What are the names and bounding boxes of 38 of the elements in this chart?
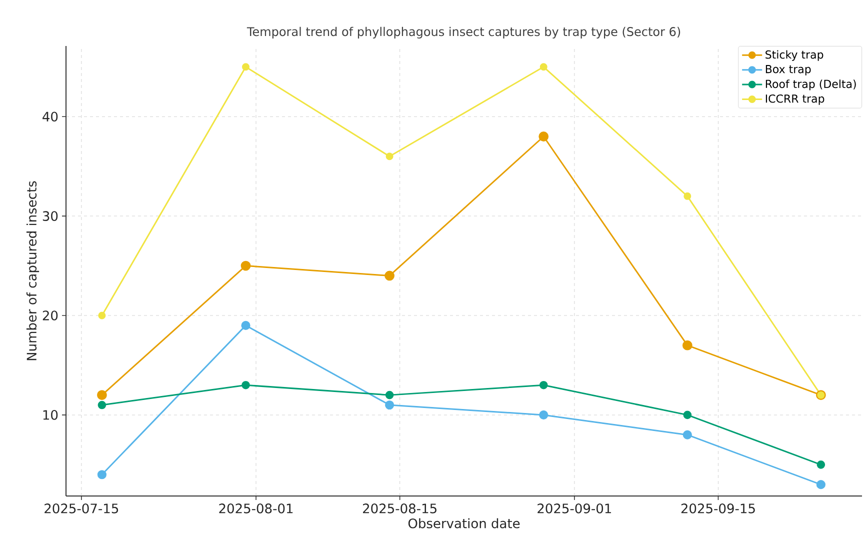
point (684, 192, 692, 200)
point (539, 410, 548, 420)
point (682, 340, 692, 350)
point (539, 380, 548, 390)
point (683, 410, 692, 420)
legend-label: Roof trap (Delta) (766, 80, 856, 90)
point (386, 152, 394, 160)
chart-title: Temporal trend of phyllophagous insect captures by trap type (Sector 6) (246, 26, 680, 38)
y-tick-label: 10 (43, 410, 58, 420)
point (98, 400, 106, 410)
point (384, 270, 394, 281)
point (385, 390, 394, 400)
legend-label: Box trap (766, 65, 811, 76)
y-tick-label: 40 (42, 112, 58, 122)
point (816, 460, 826, 469)
point (682, 430, 692, 440)
x-tick-label: 2025-08-15 (362, 504, 436, 514)
point (242, 380, 250, 390)
point (538, 132, 549, 142)
y-axis-title: Number of captured insects (26, 181, 40, 360)
point (241, 320, 250, 330)
y-tick-label: 20 (42, 310, 58, 320)
x-tick-label: 2025-08-01 (219, 504, 293, 514)
x-axis-title: Observation date (408, 518, 520, 528)
point (98, 312, 106, 320)
legend-label: ICCRR trap (766, 94, 824, 105)
point (242, 63, 250, 71)
point (97, 470, 107, 480)
point (816, 480, 826, 490)
point (540, 63, 548, 71)
point (240, 260, 251, 271)
x-tick-label: 2025-09-15 (681, 504, 755, 514)
legend-label: Sticky trap (766, 50, 824, 61)
point (384, 400, 394, 410)
x-tick-label: 2025-07-15 (44, 504, 118, 514)
point (97, 390, 107, 400)
y-tick-label: 30 (42, 211, 58, 221)
x-tick-label: 2025-09-01 (538, 504, 611, 514)
